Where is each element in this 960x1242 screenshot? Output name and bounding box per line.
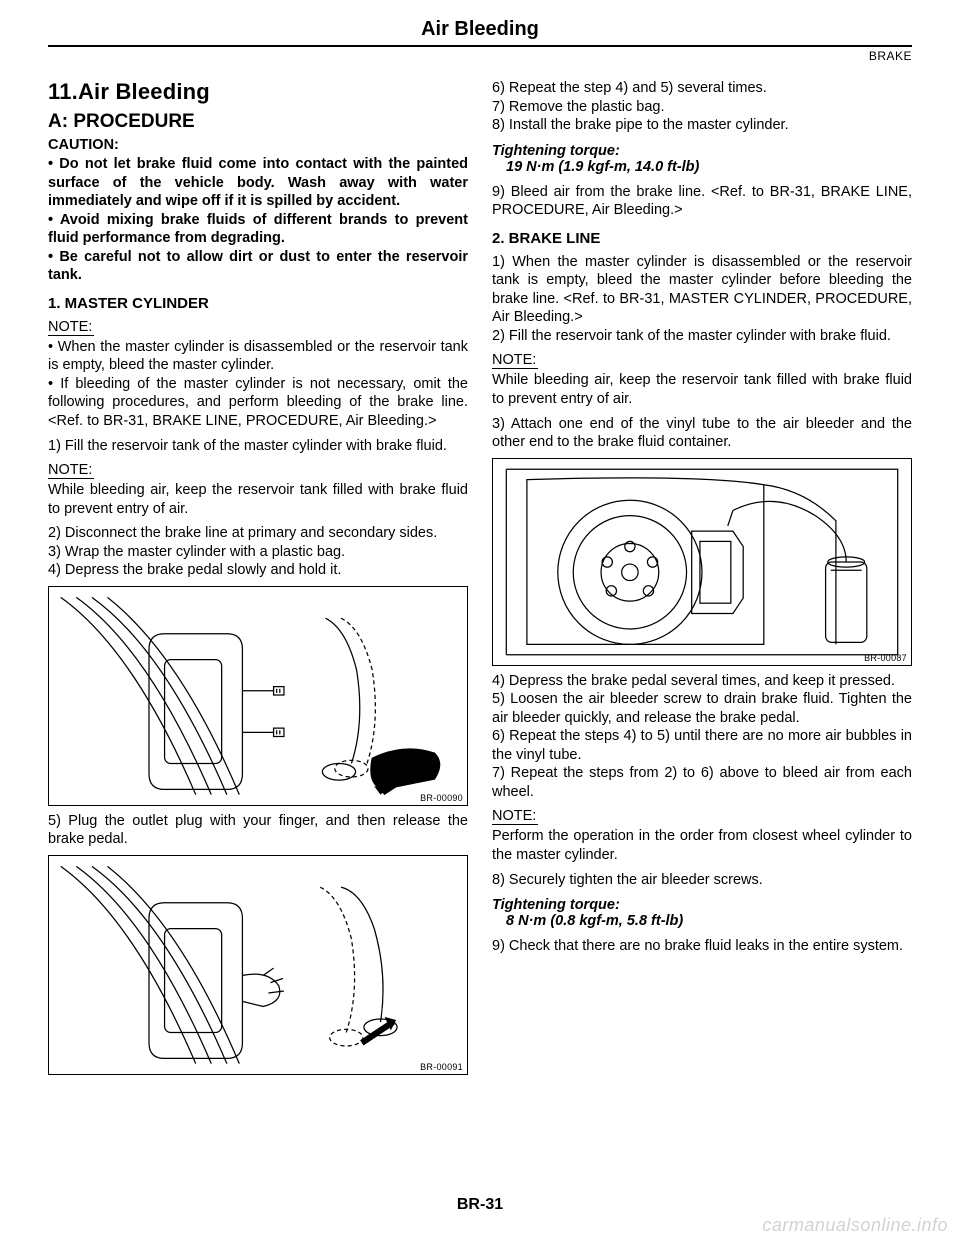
figure2-svg <box>49 856 467 1074</box>
figure-br-00090: BR-00090 <box>48 586 468 806</box>
main-section-title: 11.Air Bleeding <box>48 79 468 105</box>
caution-label: CAUTION: <box>48 137 468 153</box>
figure1-label: BR-00090 <box>420 793 463 803</box>
header-section-right: BRAKE <box>48 49 912 63</box>
mc-step1: 1) Fill the reservoir tank of the master… <box>48 437 468 456</box>
mc-step7: 7) Remove the plastic bag. <box>492 98 912 117</box>
torque2-title: Tightening torque: <box>492 897 912 913</box>
figure2-label: BR-00091 <box>420 1062 463 1072</box>
note-body-3: While bleeding air, keep the reservoir t… <box>492 371 912 408</box>
content-columns: 11.Air Bleeding A: PROCEDURE CAUTION: • … <box>48 79 912 1081</box>
bl-step7: 7) Repeat the steps from 2) to 6) above … <box>492 764 912 801</box>
note-label-3: NOTE: <box>492 352 538 369</box>
torque1-title: Tightening torque: <box>492 143 912 159</box>
page-number: BR-31 <box>0 1196 960 1214</box>
mc-step6: 6) Repeat the step 4) and 5) several tim… <box>492 79 912 98</box>
figure3-label: BR-00087 <box>864 653 907 663</box>
torque2-value: 8 N·m (0.8 kgf-m, 5.8 ft-lb) <box>506 913 912 929</box>
bl-step6: 6) Repeat the steps 4) to 5) until there… <box>492 727 912 764</box>
note-body-4: Perform the operation in the order from … <box>492 827 912 864</box>
mc-step5: 5) Plug the outlet plug with your finger… <box>48 812 468 849</box>
bl-step3: 3) Attach one end of the vinyl tube to t… <box>492 415 912 452</box>
bl-step8: 8) Securely tighten the air bleeder scre… <box>492 871 912 890</box>
heading-brake-line: 2. BRAKE LINE <box>492 230 912 247</box>
note-label-4: NOTE: <box>492 808 538 825</box>
figure-br-00087: BR-00087 <box>492 458 912 666</box>
heading-master-cylinder: 1. MASTER CYLINDER <box>48 295 468 312</box>
note-body-2: While bleeding air, keep the reservoir t… <box>48 481 468 518</box>
figure1-svg <box>49 587 467 805</box>
caution-body: • Do not let brake fluid come into conta… <box>48 155 468 285</box>
mc-step3: 3) Wrap the master cylinder with a plast… <box>48 543 468 562</box>
note-label-1: NOTE: <box>48 319 94 336</box>
note-body-1: • When the master cylinder is disassembl… <box>48 338 468 431</box>
mc-step2: 2) Disconnect the brake line at primary … <box>48 524 468 543</box>
bl-step1: 1) When the master cylinder is disassemb… <box>492 253 912 327</box>
mc-step9: 9) Bleed air from the brake line. <Ref. … <box>492 183 912 220</box>
subsection-a-title: A: PROCEDURE <box>48 111 468 133</box>
note-label-2: NOTE: <box>48 462 94 479</box>
bl-step5: 5) Loosen the air bleeder screw to drain… <box>492 690 912 727</box>
torque1-value: 19 N·m (1.9 kgf-m, 14.0 ft-lb) <box>506 159 912 175</box>
right-column: 6) Repeat the step 4) and 5) several tim… <box>492 79 912 1081</box>
bl-step4: 4) Depress the brake pedal several times… <box>492 672 912 691</box>
header-rule-top <box>48 45 912 47</box>
header-title: Air Bleeding <box>48 18 912 41</box>
bl-step2: 2) Fill the reservoir tank of the master… <box>492 327 912 346</box>
figure3-svg <box>493 459 911 665</box>
bl-step9: 9) Check that there are no brake fluid l… <box>492 937 912 956</box>
mc-step4: 4) Depress the brake pedal slowly and ho… <box>48 561 468 580</box>
left-column: 11.Air Bleeding A: PROCEDURE CAUTION: • … <box>48 79 468 1081</box>
watermark-text: carmanualsonline.info <box>762 1215 948 1236</box>
mc-step8: 8) Install the brake pipe to the master … <box>492 116 912 135</box>
figure-br-00091: BR-00091 <box>48 855 468 1075</box>
page-container: Air Bleeding BRAKE 11.Air Bleeding A: PR… <box>0 0 960 1242</box>
